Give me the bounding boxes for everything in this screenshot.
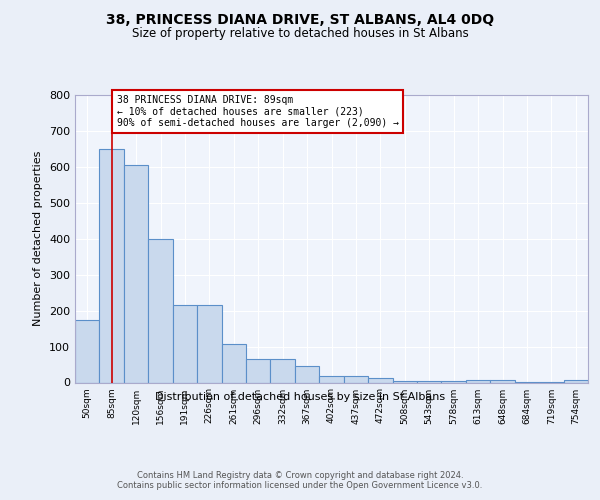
Text: Distribution of detached houses by size in St Albans: Distribution of detached houses by size … [155, 392, 445, 402]
Bar [563, 380, 588, 382]
Bar [344, 376, 368, 382]
Text: Contains HM Land Registry data © Crown copyright and database right 2024.
Contai: Contains HM Land Registry data © Crown c… [118, 470, 482, 490]
Bar [319, 376, 344, 382]
Bar [490, 380, 515, 382]
Bar [148, 239, 173, 382]
Y-axis label: Number of detached properties: Number of detached properties [34, 151, 43, 326]
Bar [295, 366, 319, 382]
Bar [100, 149, 124, 382]
Bar [221, 344, 246, 382]
Bar [75, 320, 100, 382]
Bar [246, 359, 271, 382]
Bar [173, 305, 197, 382]
Text: 38 PRINCESS DIANA DRIVE: 89sqm
← 10% of detached houses are smaller (223)
90% of: 38 PRINCESS DIANA DRIVE: 89sqm ← 10% of … [116, 95, 398, 128]
Bar [197, 305, 221, 382]
Bar [466, 380, 490, 382]
Bar [271, 359, 295, 382]
Bar [417, 380, 442, 382]
Text: 38, PRINCESS DIANA DRIVE, ST ALBANS, AL4 0DQ: 38, PRINCESS DIANA DRIVE, ST ALBANS, AL4… [106, 12, 494, 26]
Bar [368, 378, 392, 382]
Bar [392, 380, 417, 382]
Text: Size of property relative to detached houses in St Albans: Size of property relative to detached ho… [131, 28, 469, 40]
Bar [124, 165, 148, 382]
